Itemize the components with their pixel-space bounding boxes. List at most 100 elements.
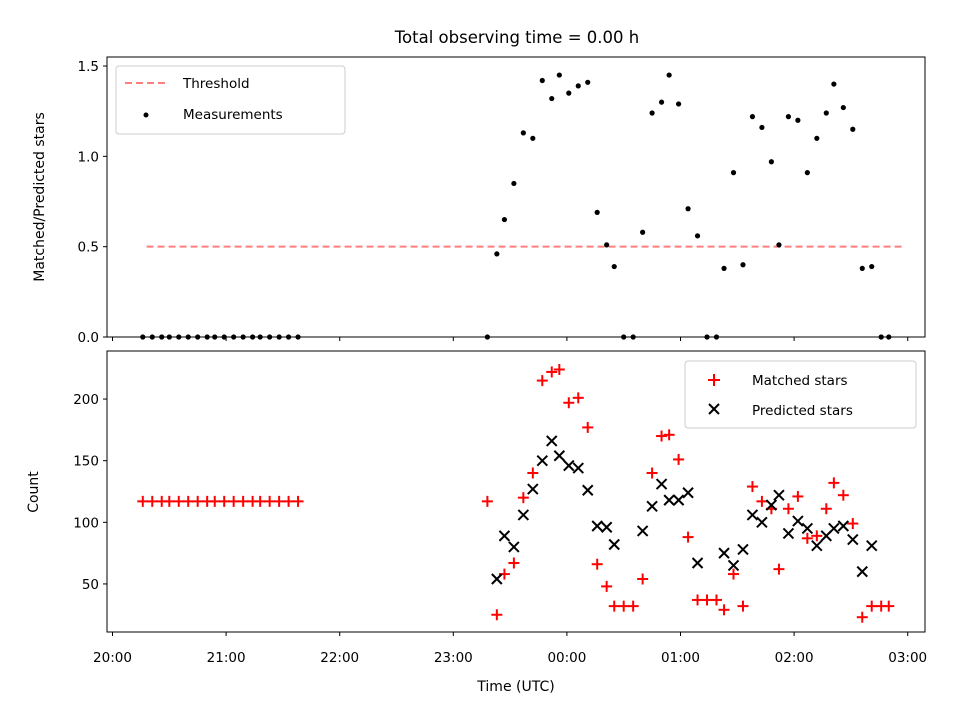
measurement-point <box>759 124 765 131</box>
matched-star-point <box>582 421 594 433</box>
predicted-star-point <box>672 494 685 506</box>
matched-star-point <box>481 495 493 507</box>
measurement-point <box>776 242 782 248</box>
matched-star-point <box>173 495 185 507</box>
measurement-point <box>658 99 665 105</box>
top-legend-box <box>115 65 346 135</box>
matched-star-point <box>782 503 794 515</box>
measurement-point <box>823 110 829 116</box>
matched-star-point <box>228 495 240 507</box>
legend-predicted-label: Predicted stars <box>752 403 853 419</box>
measurement-point <box>749 114 756 120</box>
matched-star-point <box>209 495 221 507</box>
bottom-y-tick-label: 100 <box>73 515 99 531</box>
top-y-tick-label: 0.5 <box>78 240 99 256</box>
legend-matched-label: Matched stars <box>752 373 848 389</box>
measurement-point <box>575 83 581 89</box>
predicted-star-point <box>837 520 850 532</box>
predicted-star-point <box>782 527 795 540</box>
measurement-points <box>140 72 892 340</box>
predicted-star-point <box>600 521 613 533</box>
measurement-point <box>666 72 672 78</box>
measurement-point <box>494 251 500 257</box>
predicted-star-point <box>866 540 878 552</box>
top-y-axis-label: Matched/Predicted stars <box>32 112 48 282</box>
predicted-star-point <box>636 525 649 537</box>
matched-star-point <box>637 573 649 585</box>
predicted-star-point <box>811 540 823 552</box>
x-tick-label: 20:00 <box>93 650 132 666</box>
measurement-point <box>566 90 572 96</box>
predicted-star-point <box>691 557 704 569</box>
measurement-point <box>694 233 701 239</box>
measurement-point <box>556 72 562 78</box>
matched-star-point <box>292 495 304 507</box>
measurement-point <box>585 79 591 85</box>
measurement-point <box>840 104 846 111</box>
measurement-point <box>814 135 820 141</box>
x-axis-label: Time (UTC) <box>476 679 554 695</box>
matched-star-point <box>163 495 175 507</box>
matched-star-point <box>856 611 868 623</box>
predicted-star-point <box>765 499 778 511</box>
bottom-y-tick-label: 50 <box>82 577 99 593</box>
predicted-star-point <box>801 522 814 535</box>
matched-star-point <box>820 503 832 515</box>
predicted-star-point <box>646 500 658 512</box>
measurement-point <box>768 159 774 165</box>
measurement-point <box>539 77 545 84</box>
matched-star-point <box>801 532 813 544</box>
predicted-star-point <box>682 487 694 499</box>
predicted-star-point <box>718 547 730 559</box>
bottom-panel: 50 100 150 200 20:00 21:00 22:00 23:00 00:00 01:0… <box>26 350 927 695</box>
matched-star-point <box>508 557 520 569</box>
matched-star-point <box>546 366 558 378</box>
predicted-star-point <box>491 573 503 585</box>
bottom-y-tick-label: 200 <box>73 392 99 408</box>
bottom-plot-frame <box>106 350 926 633</box>
matched-star-point <box>866 600 878 612</box>
matched-star-point <box>601 580 613 592</box>
matched-star-point <box>146 495 158 507</box>
predicted-star-point <box>546 435 558 447</box>
matched-star-point <box>811 530 823 542</box>
top-y-tick-label: 1.5 <box>78 59 99 75</box>
matched-star-point <box>273 495 285 507</box>
measurement-point <box>594 209 600 215</box>
predicted-star-point <box>737 543 749 556</box>
measurement-point <box>850 126 856 132</box>
matched-star-point <box>728 568 740 580</box>
predicted-star-point <box>727 559 740 572</box>
legend-measurements-swatch <box>143 112 149 118</box>
legend-matched-swatch <box>708 374 720 386</box>
measurement-point <box>511 180 517 187</box>
predicted-star-point <box>792 515 804 527</box>
x-tick-label: 01:00 <box>661 650 700 666</box>
matched-star-point <box>710 594 722 606</box>
measurement-point <box>869 263 875 270</box>
matched-star-point <box>773 563 785 575</box>
measurement-point <box>721 265 727 271</box>
matched-star-point <box>218 495 230 507</box>
matched-star-point <box>517 492 529 504</box>
matched-star-point <box>847 518 859 530</box>
x-tick-label: 21:00 <box>207 650 246 666</box>
predicted-star-point <box>847 533 859 546</box>
matched-star-point <box>883 600 895 612</box>
x-tick-label: 02:00 <box>775 650 814 666</box>
top-ticks: 0.0 0.5 1.0 1.5 <box>78 59 909 346</box>
bottom-legend: Matched stars Predicted stars <box>684 360 917 429</box>
measurement-point <box>785 114 792 120</box>
matched-star-point <box>572 392 584 404</box>
x-tick-label: 03:00 <box>888 650 927 666</box>
measurement-point <box>649 110 655 116</box>
matched-star-point <box>756 495 768 507</box>
predicted-star-point <box>527 483 539 495</box>
matched-star-point <box>673 453 685 465</box>
matched-star-point <box>237 495 249 507</box>
measurement-point <box>804 170 810 176</box>
predicted-star-point <box>591 520 603 532</box>
matched-star-point <box>627 600 639 612</box>
legend-measurements-label: Measurements <box>183 107 283 123</box>
chart-title: Total observing time = 0.00 h <box>394 28 639 47</box>
